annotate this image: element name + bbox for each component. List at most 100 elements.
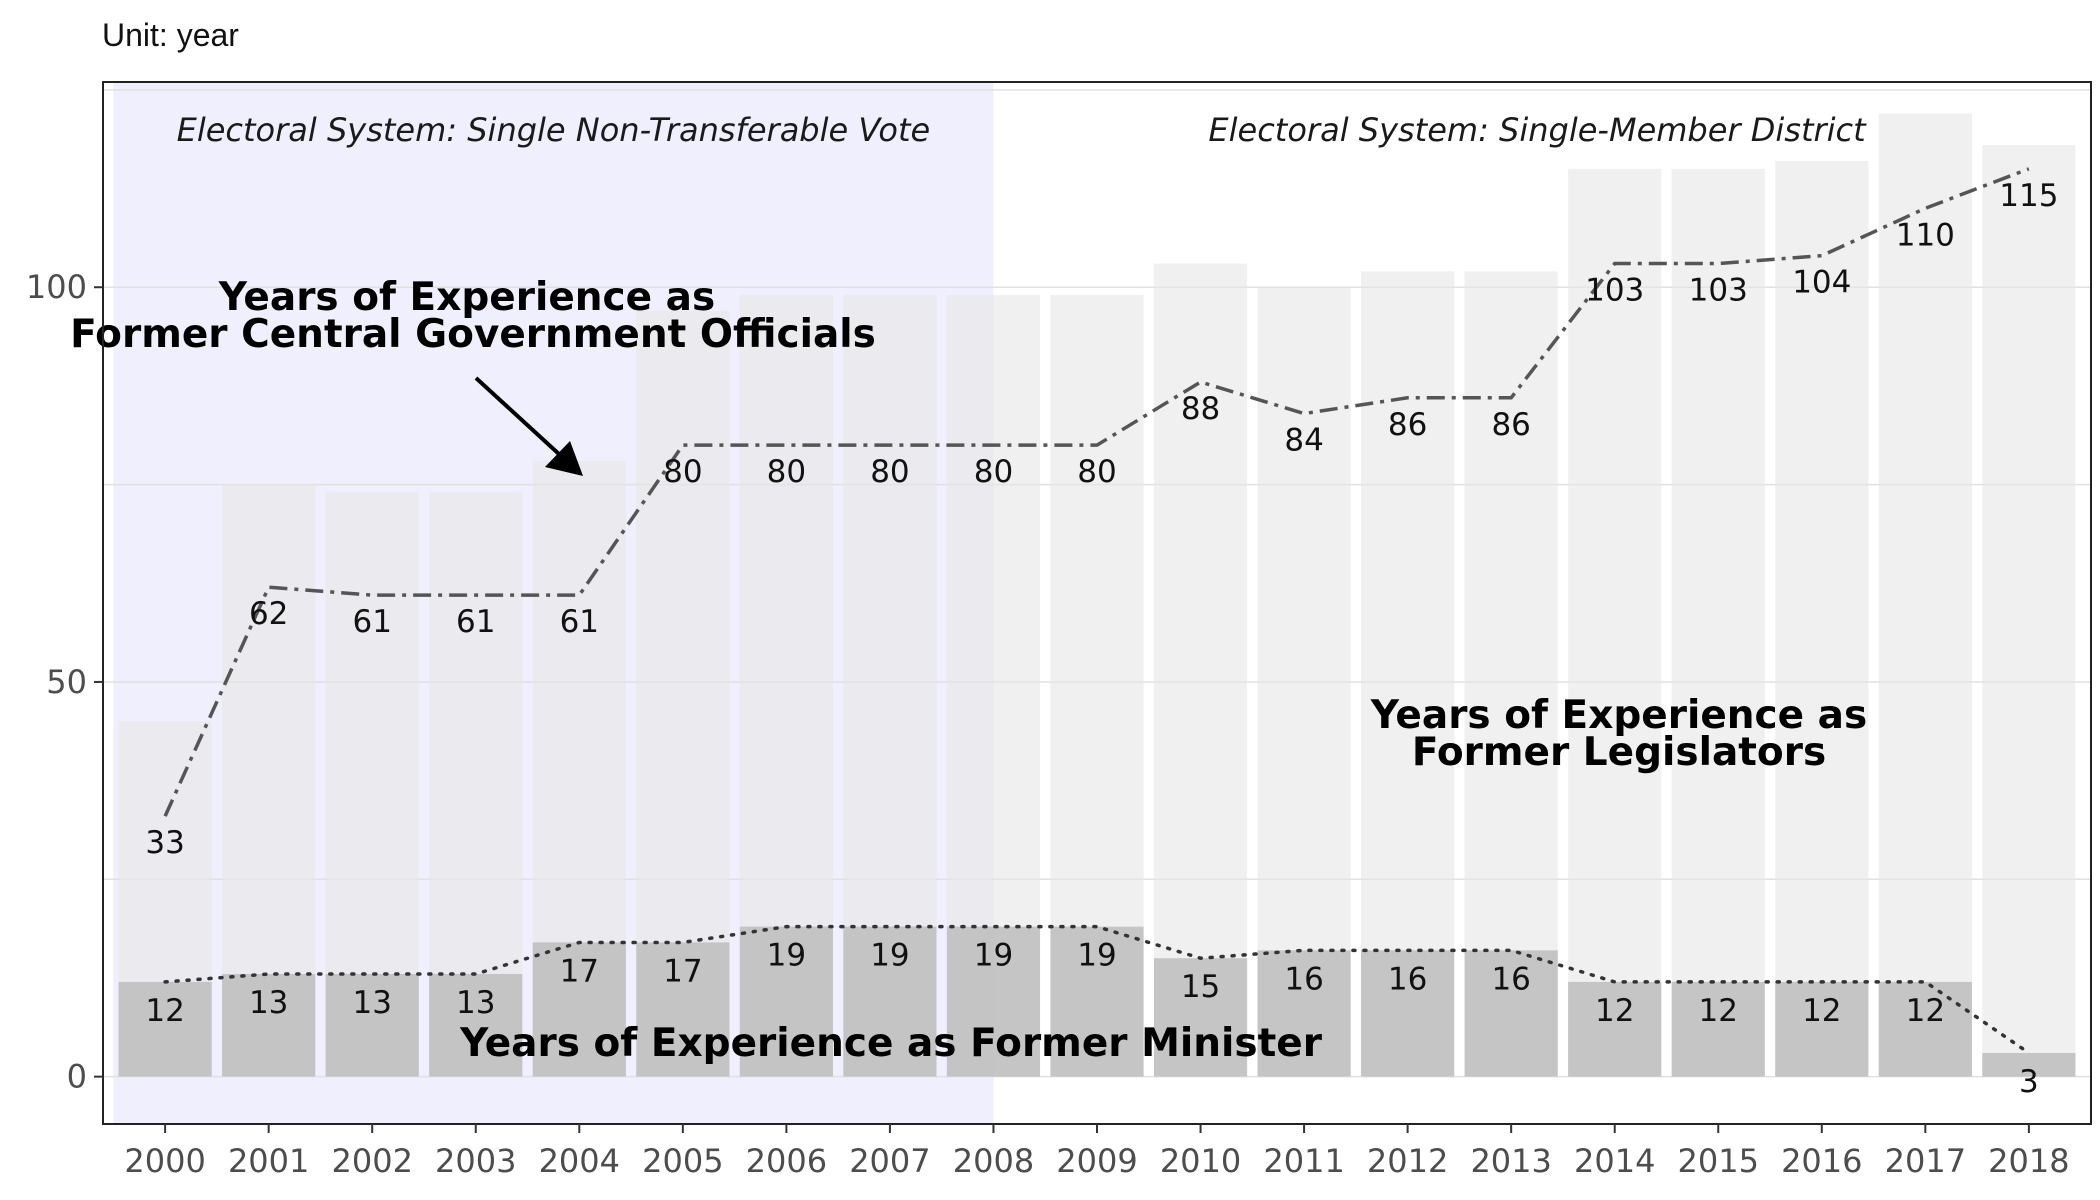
legislator-bar [1775,160,1869,1077]
minister-bar [1568,981,1662,1077]
minister-bar [739,926,833,1077]
officials-data-label: 86 [1388,407,1427,443]
minister-bar [222,974,316,1077]
officials-data-label: 61 [560,604,599,640]
x-tick-label: 2009 [1056,1142,1137,1180]
officials-data-label: 80 [974,454,1013,490]
minister-data-label: 19 [1077,938,1116,974]
officials-data-label: 80 [767,454,806,490]
x-tick-label: 2017 [1885,1142,1966,1180]
x-tick-label: 2006 [746,1142,827,1180]
minister-data-label: 12 [1595,993,1634,1029]
minister-bar [1775,981,1869,1077]
officials-line [163,167,2030,817]
minister-data-label: 19 [870,938,909,974]
minister-data-label: 12 [145,993,184,1029]
x-tick-label: 2001 [228,1142,309,1180]
minister-bar [946,926,1041,1077]
officials-annotation: Years of Experience as [218,275,715,320]
minister-bar [1671,981,1765,1077]
officials-data-label: 103 [1689,273,1748,309]
y-tick-label: 100 [26,268,87,306]
x-tick-label: 2018 [1988,1142,2069,1180]
region-label: Electoral System: Single-Member District [1208,111,1867,149]
legislators-annotation: Years of Experience as [1370,693,1867,738]
legislator-bar [1464,271,1558,1077]
minister-data-label: 16 [1491,961,1530,997]
officials-data-label: 103 [1585,273,1644,309]
minister-bar [1464,950,1558,1077]
officials-data-label: 86 [1491,407,1530,443]
minister-data-label: 17 [560,953,599,989]
officials-data-label: 80 [663,454,702,490]
minister-data-label: 12 [1802,993,1841,1029]
legislator-bar [1568,168,1662,1077]
officials-data-label: 88 [1181,391,1220,427]
officials-data-label: 33 [145,825,184,861]
x-tick-label: 2016 [1781,1142,1862,1180]
x-tick-label: 2008 [953,1142,1034,1180]
minister-bar [325,974,419,1077]
minister-bar [532,942,626,1077]
minister-bar [118,981,212,1077]
officials-data-label: 110 [1896,217,1955,253]
minister-data-label: 15 [1181,969,1220,1005]
minister-data-label: 13 [352,985,391,1021]
x-tick-label: 2011 [1263,1142,1344,1180]
minister-annotation: Years of Experience as Former Minister [459,1021,1323,1066]
x-tick-label: 2002 [331,1142,412,1180]
officials-data-label: 104 [1792,265,1851,301]
minister-data-label: 3 [2019,1064,2039,1100]
minister-bar [636,942,730,1077]
minister-bar [843,926,937,1077]
officials-data-label: 80 [870,454,909,490]
x-tick-label: 2003 [435,1142,516,1180]
x-tick-label: 2010 [1160,1142,1241,1180]
minister-data-label: 12 [1906,993,1945,1029]
region-label: Electoral System: Single Non-Transferabl… [177,111,931,149]
x-tick-label: 2007 [849,1142,930,1180]
minister-bar [1257,950,1351,1077]
minister-bar [429,974,523,1077]
x-tick-label: 2014 [1574,1142,1655,1180]
legislator-bar [1878,113,1972,1077]
minister-bar [1982,1052,2076,1077]
minister-data-label: 16 [1284,961,1323,997]
annotation-arrow-shaft [474,376,562,457]
officials-data-label: 115 [1999,178,2058,214]
y-tick-label: 0 [67,1058,87,1096]
minister-data-label: 13 [249,985,288,1021]
x-tick-label: 2000 [124,1142,205,1180]
x-tick-label: 2013 [1470,1142,1551,1180]
legislator-bar [1671,168,1765,1077]
officials-data-label: 84 [1284,423,1323,459]
minister-data-label: 13 [456,985,495,1021]
minister-data-label: 16 [1388,961,1427,997]
legislator-bar [1257,287,1351,1077]
minister-line [163,924,2031,1055]
y-tick-label: 50 [46,663,87,701]
officials-annotation: Former Central Government Officials [70,312,876,357]
annotation-arrow-head [545,441,583,476]
x-tick-label: 2012 [1367,1142,1448,1180]
minister-data-label: 19 [767,938,806,974]
unit-label: Unit: year [102,17,239,53]
minister-bar [1878,981,1972,1077]
officials-data-label: 61 [456,604,495,640]
minister-bar [1153,958,1248,1077]
legislators-annotation: Former Legislators [1412,730,1826,775]
x-tick-label: 2015 [1678,1142,1759,1180]
minister-bar [1050,926,1144,1077]
minister-data-label: 19 [974,938,1013,974]
legislator-bar [1982,145,2076,1077]
minister-data-label: 17 [663,953,702,989]
officials-data-label: 80 [1077,454,1116,490]
legislator-bar [1153,263,1248,1077]
officials-data-label: 62 [249,596,288,632]
minister-bar [1361,950,1455,1077]
x-tick-label: 2005 [642,1142,723,1180]
x-tick-label: 2004 [539,1142,620,1180]
minister-data-label: 12 [1699,993,1738,1029]
officials-data-label: 61 [352,604,391,640]
